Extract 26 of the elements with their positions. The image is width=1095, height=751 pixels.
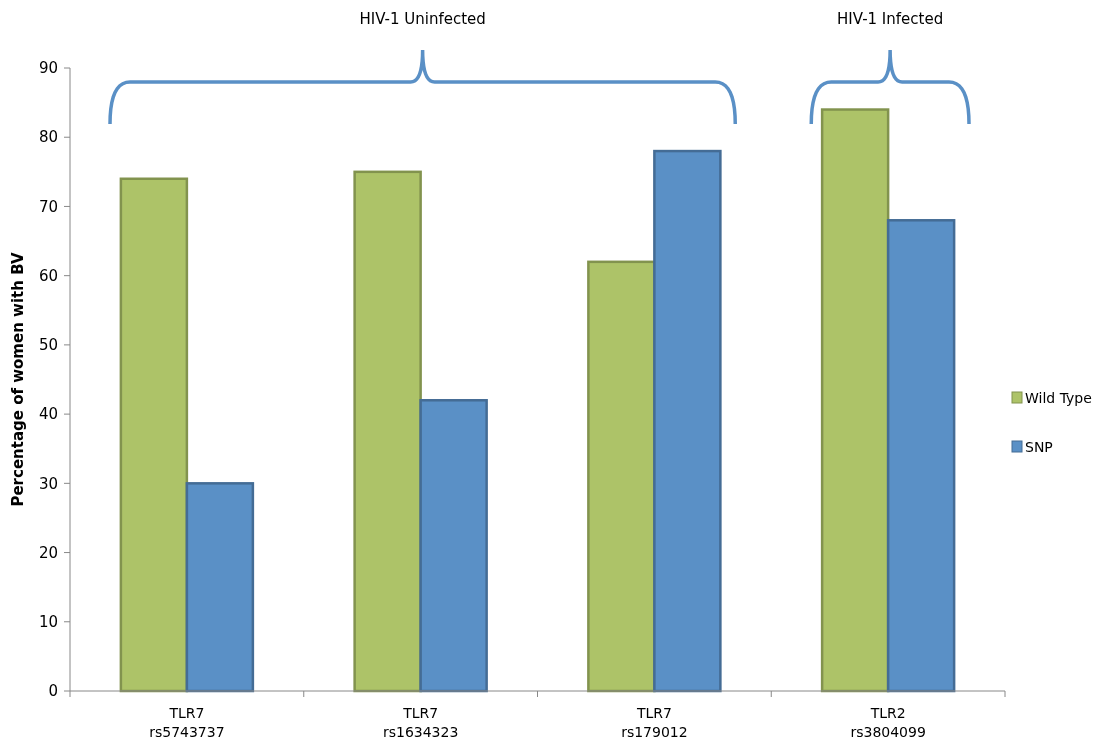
y-axis-title: Percentage of women with BV — [9, 252, 27, 507]
legend-label: SNP — [1025, 438, 1053, 455]
bar — [653, 149, 722, 693]
y-tick-label: 40 — [38, 405, 58, 424]
y-tick-label: 50 — [38, 336, 58, 355]
y-tick-label: 90 — [38, 59, 58, 78]
bar — [886, 219, 956, 693]
bar — [419, 399, 488, 693]
bar — [353, 170, 422, 693]
y-tick-label: 0 — [48, 682, 58, 701]
y-tick-label: 10 — [38, 613, 58, 632]
x-tick-label: TLR7 rs179012 — [621, 705, 688, 740]
bar — [119, 177, 189, 693]
text: HIV-1 Infected — [837, 10, 944, 28]
bar — [587, 260, 656, 693]
text: HIV-1 Uninfected — [359, 10, 486, 28]
y-tick-label: 60 — [38, 266, 58, 285]
x-tick-label: TLR2 rs3804099 — [850, 705, 926, 740]
legend-label: Wild Type — [1025, 389, 1092, 406]
y-tick-label: 70 — [38, 197, 58, 216]
y-tick-label: 20 — [38, 543, 58, 562]
y-tick-label: 80 — [38, 128, 58, 147]
bar — [185, 482, 255, 693]
x-tick-label: TLR7 rs5743737 — [149, 705, 225, 740]
y-tick-label: 30 — [38, 474, 58, 493]
x-tick-label: TLR7 rs1634323 — [382, 705, 459, 740]
